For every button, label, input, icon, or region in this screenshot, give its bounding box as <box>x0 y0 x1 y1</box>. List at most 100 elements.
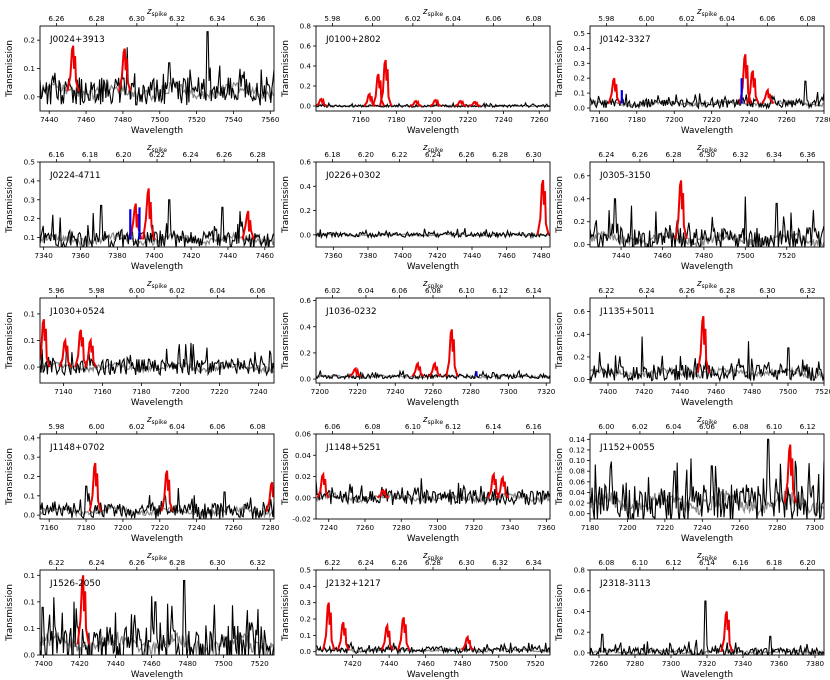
x-tick-label: 7480 <box>453 659 472 668</box>
y-axis-label: Transmission <box>281 176 291 234</box>
y-tick-label: 0.2 <box>574 628 585 637</box>
y-tick-label: 0.1 <box>24 624 35 633</box>
z-tick-label: 6.26 <box>48 14 64 23</box>
panel-j1148+0702: 7160 7180 7200 7220 7240 7260 7280 0.0 0.1 0.2 0.3… <box>5 415 280 544</box>
z-tick-label: 6.00 <box>89 422 105 431</box>
z-tick-label: 6.26 <box>129 558 145 567</box>
panel-j0142-3327: 7160 7180 7200 7220 7240 7260 7280 0.0 0.1 0.2 0.3… <box>555 7 830 136</box>
y-axis-label: Transmission <box>5 312 15 370</box>
z-tick-label: 6.20 <box>358 150 374 159</box>
x-tick-label: 7380 <box>108 251 127 260</box>
transmission-spike <box>469 100 481 107</box>
x-tick-label: 7440 <box>219 251 238 260</box>
z-tick-label: 5.98 <box>48 422 64 431</box>
x-tick-label: 7460 <box>498 251 517 260</box>
x-tick-label: 7280 <box>815 115 830 124</box>
x-tick-label: 7400 <box>145 251 164 260</box>
panel-j0100+2802: 7160 7180 7200 7220 7240 7260 0.0 0.2 0.4 0.6 0.8 5… <box>281 7 551 136</box>
x-tick-label: 7440 <box>106 659 125 668</box>
x-tick-label: 7340 <box>734 659 753 668</box>
flux-line <box>590 336 824 383</box>
z-tick-label: 6.06 <box>699 422 715 431</box>
x-tick-label: 7420 <box>635 387 654 396</box>
panel-j1526-2050: 7400 7420 7440 7460 7480 7500 7520 0.0 0.1 0.1 0.1… <box>5 551 275 680</box>
quasar-label: J0224-4711 <box>49 171 101 181</box>
y-axis-label: Transmission <box>5 176 15 234</box>
y-tick-label: 0.2 <box>24 214 35 223</box>
transmission-spike <box>496 474 510 499</box>
y-tick-label: 0.0 <box>300 102 312 111</box>
x-tick-label: 7200 <box>171 387 190 396</box>
z-tick-label: 6.04 <box>445 14 461 23</box>
z-axis-label: zspike <box>422 143 443 154</box>
z-tick-label: 6.24 <box>358 558 374 567</box>
x-tick-label: 7160 <box>93 387 112 396</box>
z-tick-label: 6.28 <box>719 286 735 295</box>
z-tick-label: 6.06 <box>250 286 266 295</box>
panel-j2318-3113: 7260 7280 7300 7320 7340 7360 7380 0.0 0.2 0.4 0.6… <box>555 551 825 680</box>
flux-line <box>590 600 824 655</box>
y-tick-label: 0.6 <box>300 296 312 305</box>
x-tick-label: 7400 <box>34 659 53 668</box>
flux-line <box>40 31 274 106</box>
transmission-spike <box>738 54 752 104</box>
transmission-spike <box>84 336 98 368</box>
y-tick-label: 0.4 <box>574 607 586 616</box>
transmission-spike <box>536 179 550 236</box>
quasar-label: J0142-3327 <box>599 35 651 45</box>
plot-area <box>316 179 550 240</box>
flux-line <box>40 342 274 377</box>
y-tick-label: 0.1 <box>300 631 311 640</box>
x-axis-label: Wavelength <box>681 534 733 544</box>
x-tick-label: 7280 <box>392 523 411 532</box>
z-tick-label: 6.14 <box>485 422 501 431</box>
x-tick-label: 7380 <box>806 659 825 668</box>
plot-area <box>40 319 274 377</box>
z-tick-label: 6.04 <box>169 422 185 431</box>
transmission-spike <box>58 336 72 368</box>
y-tick-label: 0.2 <box>300 615 311 624</box>
x-tick-label: 7340 <box>35 251 54 260</box>
y-axis-label: Transmission <box>5 40 15 98</box>
axes-frame <box>315 25 551 112</box>
x-tick-label: 7220 <box>703 115 722 124</box>
y-tick-label: 0.1 <box>24 597 35 606</box>
y-tick-label: 0.2 <box>574 352 585 361</box>
y-tick-label: 0.1 <box>24 571 35 580</box>
z-tick-label: 6.10 <box>766 422 782 431</box>
z-tick-label: 6.28 <box>89 14 105 23</box>
y-tick-label: 0.2 <box>300 348 311 357</box>
z-tick-label: 5.98 <box>324 14 340 23</box>
y-tick-label: 0.4 <box>300 62 312 71</box>
y-tick-label: 0.1 <box>24 233 35 242</box>
z-tick-label: 6.18 <box>324 150 340 159</box>
x-tick-label: 7460 <box>142 659 161 668</box>
z-axis-label: zspike <box>146 551 167 562</box>
x-tick-label: 7260 <box>356 523 375 532</box>
panel-j1148+5251: 7240 7260 7280 7300 7320 7340 7360 -0.02 0.00 0.0… <box>281 415 556 544</box>
quasar-label: J0226+0302 <box>325 171 381 181</box>
transmission-spike <box>411 361 425 378</box>
x-tick-label: 7480 <box>114 115 133 124</box>
y-tick-label: 0.6 <box>574 171 586 180</box>
z-tick-label: 6.30 <box>699 150 715 159</box>
x-tick-label: 7420 <box>343 659 362 668</box>
transmission-spike <box>429 98 442 107</box>
y-tick-label: 0.06 <box>295 430 311 439</box>
y-tick-label: 0.02 <box>295 472 311 481</box>
x-tick-label: 7220 <box>459 115 478 124</box>
y-tick-label: 0.3 <box>574 59 585 68</box>
flux-line <box>40 199 274 247</box>
transmission-spike <box>409 99 422 107</box>
z-tick-label: 6.02 <box>679 14 695 23</box>
y-tick-label: 0.4 <box>574 194 586 203</box>
x-tick-label: 7200 <box>665 115 684 124</box>
x-tick-label: 7340 <box>501 523 520 532</box>
x-tick-label: 7240 <box>494 115 513 124</box>
x-tick-label: 7200 <box>114 523 133 532</box>
transmission-spike <box>783 444 797 504</box>
transmission-spike <box>316 97 328 107</box>
transmission-spike <box>349 366 362 378</box>
x-axis-label: Wavelength <box>131 262 183 272</box>
x-tick-label: 7320 <box>537 387 556 396</box>
